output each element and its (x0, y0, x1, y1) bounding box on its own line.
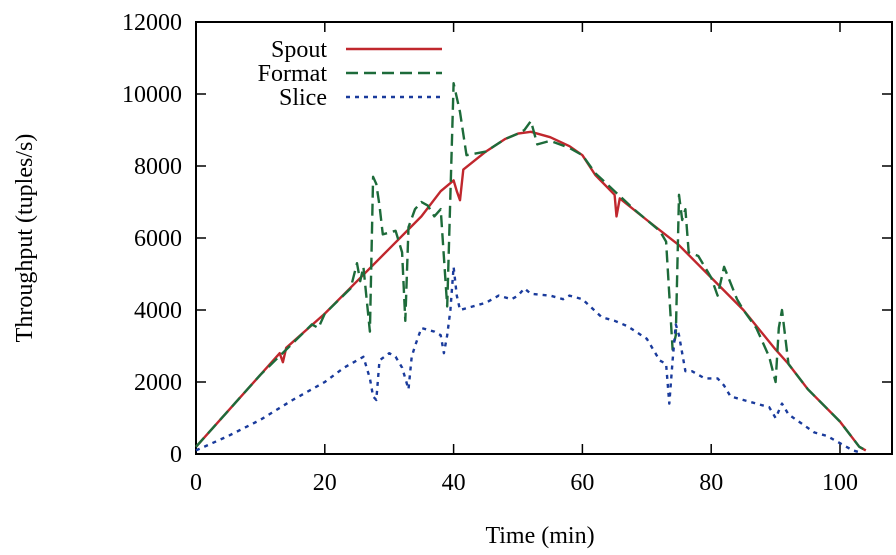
x-tick-label: 40 (442, 470, 466, 496)
series-line-spout (195, 130, 867, 452)
y-tick-label: 4000 (134, 298, 182, 324)
x-tick-label: 80 (699, 470, 723, 496)
x-tick-label: 20 (313, 470, 337, 496)
x-axis-title: Time (min) (485, 523, 594, 549)
y-tick-label: 8000 (134, 154, 182, 180)
y-tick-label: 0 (170, 442, 182, 468)
x-tick-label: 0 (190, 470, 202, 496)
x-tick-label: 100 (822, 470, 858, 496)
legend-label-format: Format (258, 61, 328, 87)
series-line-format (195, 82, 867, 452)
x-tick-label: 60 (570, 470, 594, 496)
series-layer (195, 82, 867, 454)
y-tick-label: 2000 (134, 370, 182, 396)
legend-label-slice: Slice (279, 85, 327, 111)
y-tick-label: 10000 (122, 82, 182, 108)
series-line-slice (195, 265, 860, 454)
y-axis-title: Throughput (tuples/s) (12, 134, 38, 343)
y-tick-label: 12000 (122, 10, 182, 36)
legend-label-spout: Spout (271, 37, 327, 63)
y-axis-ticks: 0 2000 4000 6000 8000 10000 12000 (122, 10, 892, 468)
x-axis-ticks: 0 20 40 60 80 100 (190, 22, 858, 496)
y-tick-label: 6000 (134, 226, 182, 252)
